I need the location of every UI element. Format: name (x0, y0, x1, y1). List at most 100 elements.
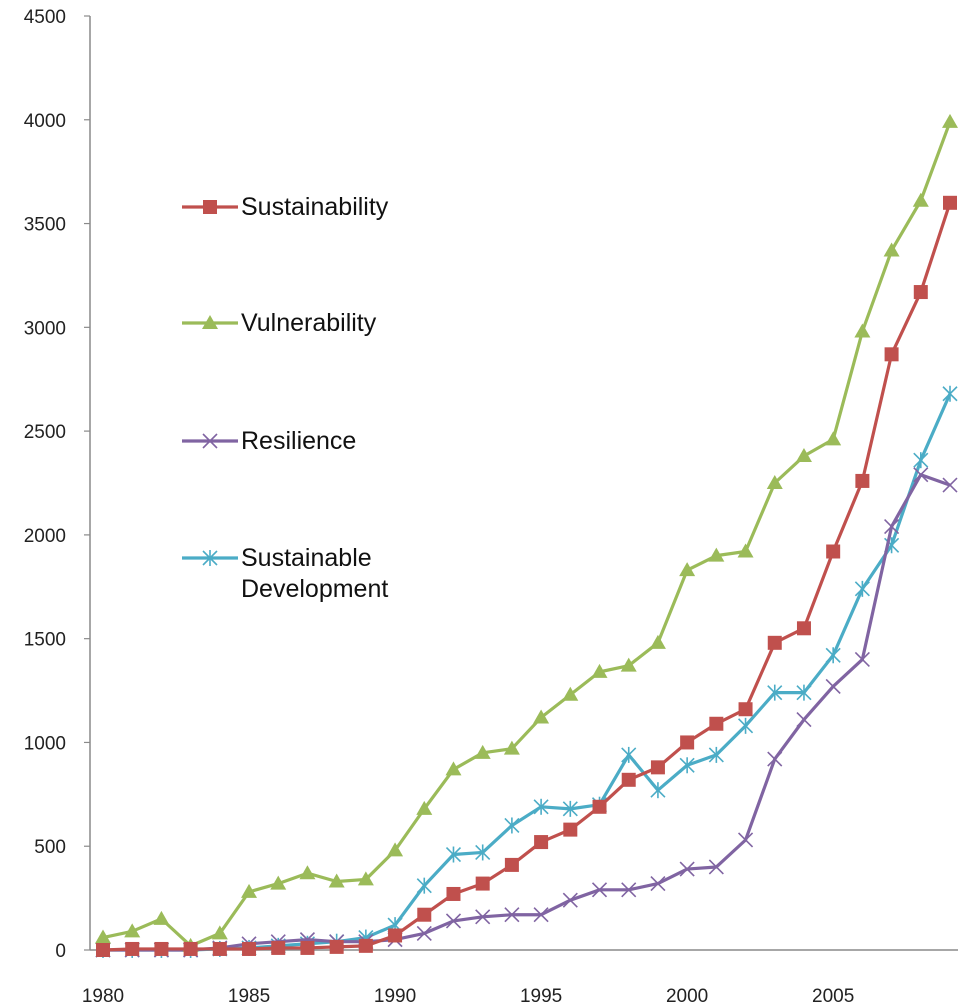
axes: 0 500 1000 1500 2000 2500 3000 3500 4000 4500 1980… (24, 7, 958, 1007)
data-point (416, 925, 432, 941)
data-point (708, 746, 724, 763)
legend-item: Sustainable Development (182, 544, 388, 603)
x-tick-label: 1995 (520, 986, 562, 1007)
data-point (592, 799, 607, 814)
series-line (102, 202, 952, 952)
legend-item: Sustainability (182, 193, 389, 221)
data-point (504, 817, 520, 834)
data-point (621, 746, 637, 763)
data-point (533, 709, 550, 724)
y-tick-label: 0 (55, 941, 66, 962)
data-point (913, 285, 928, 300)
data-point (649, 634, 666, 649)
data-point (445, 761, 462, 776)
data-point (650, 782, 666, 799)
data-point (125, 941, 140, 956)
data-point (562, 892, 578, 908)
data-point (737, 543, 754, 558)
data-point (211, 925, 228, 940)
data-point (503, 740, 520, 755)
data-point (708, 547, 725, 562)
data-point (650, 876, 666, 892)
legend: Sustainability Vulnerability Resilience Sus… (182, 193, 389, 603)
series-line (102, 121, 952, 948)
data-point (95, 929, 111, 944)
data-point (883, 242, 900, 257)
y-tick-label: 3500 (24, 215, 66, 236)
legend-marker (203, 200, 217, 214)
data-point (416, 800, 433, 815)
data-point (825, 431, 842, 446)
data-point (679, 562, 696, 577)
data-point (242, 941, 257, 956)
data-point (942, 113, 958, 128)
data-point (854, 651, 870, 667)
data-point (533, 798, 549, 815)
data-point (387, 842, 404, 857)
data-point (650, 760, 665, 775)
data-point (241, 883, 258, 898)
data-point (475, 909, 491, 925)
data-point (475, 876, 490, 891)
data-point (825, 647, 841, 664)
legend-label: Sustainable Development (241, 544, 388, 603)
y-tick-label: 4500 (24, 7, 66, 28)
data-point (474, 744, 491, 759)
data-point (884, 519, 900, 535)
series-resilience (95, 467, 958, 958)
data-point (271, 940, 286, 955)
data-point (212, 941, 227, 956)
y-tick-label: 1500 (24, 630, 66, 651)
data-point (357, 871, 374, 886)
legend-marker (202, 550, 218, 566)
series-vulnerability (95, 113, 958, 952)
data-point (796, 621, 811, 636)
x-tick-label: 1985 (228, 986, 270, 1007)
legend-marker (202, 433, 218, 449)
data-point (708, 859, 724, 875)
data-point (475, 844, 491, 861)
data-point (679, 861, 695, 877)
data-point (534, 835, 549, 850)
data-point (124, 923, 141, 938)
data-point (767, 635, 782, 650)
y-tick-label: 500 (34, 837, 66, 858)
data-point (884, 347, 899, 362)
legend-label: Resilience (241, 427, 356, 455)
data-point (563, 822, 578, 837)
x-tick-label: 2000 (666, 986, 708, 1007)
data-point (621, 882, 637, 898)
data-point (96, 943, 110, 957)
data-point (299, 865, 316, 880)
data-point (738, 702, 753, 717)
data-point (826, 544, 841, 559)
data-point (562, 800, 578, 817)
y-tick-label: 4000 (24, 111, 66, 132)
legend-item: Resilience (182, 427, 356, 455)
data-point (943, 195, 957, 210)
y-tick-label: 3000 (24, 318, 66, 339)
series-line (103, 473, 951, 952)
data-point (591, 882, 608, 898)
data-point (417, 907, 432, 922)
data-point (766, 475, 783, 489)
data-point (591, 663, 608, 678)
data-point (796, 684, 812, 701)
data-point (855, 473, 870, 488)
data-point (854, 323, 871, 338)
series-layer (95, 113, 958, 958)
data-point (621, 772, 636, 787)
data-point (709, 716, 724, 731)
data-point (445, 846, 462, 863)
data-point (154, 941, 169, 956)
legend-label: Vulnerability (241, 309, 377, 337)
data-point (183, 941, 198, 956)
y-tick-label: 2000 (24, 526, 66, 547)
legend-item: Vulnerability (182, 309, 377, 337)
legend-marker (202, 315, 218, 329)
series-line (103, 393, 952, 952)
data-point (913, 467, 929, 483)
data-point (680, 735, 695, 750)
data-point (737, 717, 754, 734)
